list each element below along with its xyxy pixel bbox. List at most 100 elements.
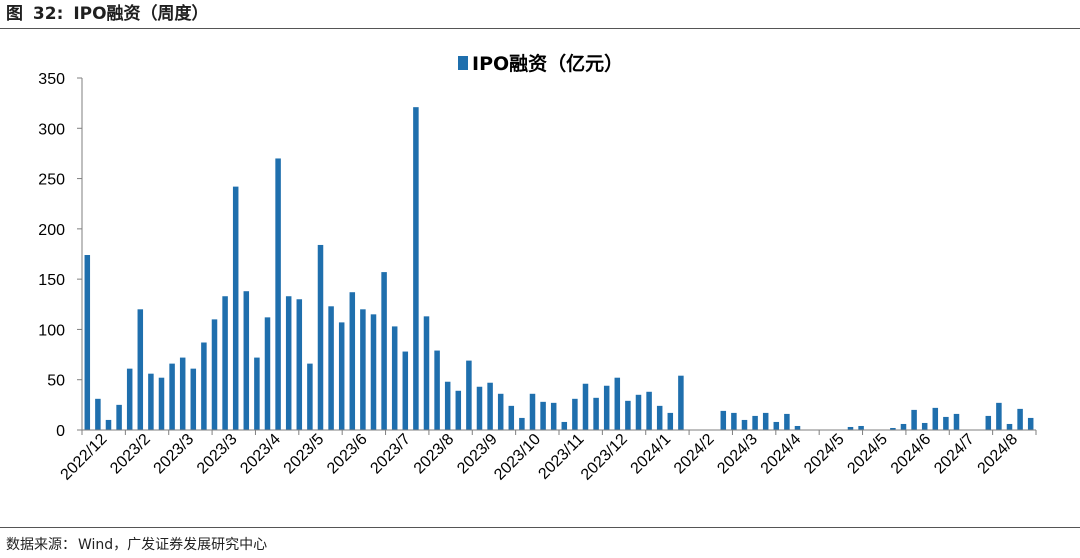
bar xyxy=(243,291,250,430)
y-tick-label: 50 xyxy=(47,373,65,390)
bar xyxy=(1027,417,1034,430)
bar xyxy=(667,412,674,430)
y-tick-label: 250 xyxy=(38,172,65,189)
bar xyxy=(275,158,281,430)
bar xyxy=(381,272,387,430)
bar xyxy=(338,322,345,430)
y-tick-label: 100 xyxy=(38,322,65,339)
y-axis: 0 50 100 150 200 250 300 350 xyxy=(38,71,83,440)
bar xyxy=(466,360,472,430)
bar xyxy=(1006,423,1013,430)
bar xyxy=(285,296,292,430)
bar xyxy=(370,314,377,430)
top-divider xyxy=(0,28,1080,29)
figure-title: 图 32: IPO融资（周度） xyxy=(6,2,213,26)
bar xyxy=(741,419,748,430)
bar xyxy=(773,421,780,430)
bar xyxy=(932,407,939,430)
bar xyxy=(116,404,122,430)
bar xyxy=(561,421,568,430)
bar xyxy=(529,393,536,430)
x-tick-label: 2023/3 xyxy=(194,431,241,478)
bar xyxy=(254,357,260,430)
bar xyxy=(137,309,144,430)
bar xyxy=(784,413,790,430)
bar xyxy=(1017,408,1023,430)
source-note: 数据来源： Wind，广发证券发展研究中心 xyxy=(6,534,269,554)
x-tick-label: 2023/12 xyxy=(578,431,631,484)
x-tick-label: 2024/2 xyxy=(671,431,718,478)
bottom-divider xyxy=(0,527,1080,528)
figure-label: 图 xyxy=(6,4,23,24)
figure-title-text: IPO融资（周度） xyxy=(73,4,209,24)
x-tick-label: 2024/7 xyxy=(931,431,978,478)
bar xyxy=(921,422,928,430)
bar xyxy=(720,410,727,430)
x-tick-label: 2024/4 xyxy=(758,431,805,478)
bar xyxy=(508,405,515,430)
bar xyxy=(646,391,652,430)
bar xyxy=(625,400,631,430)
bar xyxy=(402,351,409,430)
bar xyxy=(190,368,197,430)
bar xyxy=(582,383,589,430)
y-tick-label: 200 xyxy=(38,222,65,239)
legend: IPO融资（亿元） xyxy=(458,52,623,75)
bar xyxy=(179,357,186,430)
bar xyxy=(307,363,313,430)
bar xyxy=(593,397,599,430)
x-tick-label: 2024/5 xyxy=(801,431,848,478)
bar xyxy=(635,394,642,430)
bar xyxy=(413,107,419,431)
x-tick-label: 2023/2 xyxy=(107,431,154,478)
bar xyxy=(985,415,992,430)
bar xyxy=(434,350,440,430)
x-tick-label: 2023/10 xyxy=(491,431,544,484)
x-tick-label: 2023/7 xyxy=(367,431,414,478)
bar xyxy=(222,296,228,430)
bar xyxy=(731,412,737,430)
bar xyxy=(656,405,663,430)
x-axis: 2022/122023/22023/32023/32023/42023/5202… xyxy=(58,429,1037,484)
bar xyxy=(391,326,398,430)
bar xyxy=(95,398,101,430)
x-tick-label: 2023/8 xyxy=(411,431,458,478)
source-prefix: 数据来源： xyxy=(6,537,76,553)
bar xyxy=(996,402,1002,430)
x-tick-label: 2024/8 xyxy=(975,431,1022,478)
bar xyxy=(603,385,610,430)
bar xyxy=(126,368,133,430)
bar xyxy=(900,423,907,430)
bar xyxy=(953,413,960,430)
x-tick-label: 2024/6 xyxy=(888,431,935,478)
y-tick-label: 150 xyxy=(38,272,65,289)
bar xyxy=(296,299,303,430)
x-tick-label: 2023/5 xyxy=(281,431,328,478)
bar xyxy=(317,244,324,430)
bar xyxy=(148,373,154,430)
x-tick-label: 2024/3 xyxy=(714,431,761,478)
bar xyxy=(455,390,462,430)
bar xyxy=(497,393,504,430)
bar xyxy=(264,317,271,430)
bar xyxy=(169,363,175,430)
bar xyxy=(794,425,801,430)
bar xyxy=(911,409,917,430)
bar xyxy=(105,419,112,430)
legend-label: IPO融资（亿元） xyxy=(472,52,623,75)
bar xyxy=(540,401,546,430)
x-tick-label: 2024/1 xyxy=(628,431,675,478)
y-tick-label: 300 xyxy=(38,121,65,138)
bar xyxy=(858,425,864,430)
bars xyxy=(84,107,1034,431)
bar xyxy=(678,375,684,430)
x-tick-label: 2023/11 xyxy=(535,431,587,483)
figure-number: 32: xyxy=(32,4,64,24)
bar xyxy=(572,398,578,430)
bar xyxy=(943,416,949,430)
y-tick-label: 0 xyxy=(56,423,65,440)
x-tick-label: 2023/4 xyxy=(237,431,284,478)
source-text: Wind，广发证券发展研究中心 xyxy=(78,537,268,553)
x-tick-label: 2023/3 xyxy=(151,431,198,478)
